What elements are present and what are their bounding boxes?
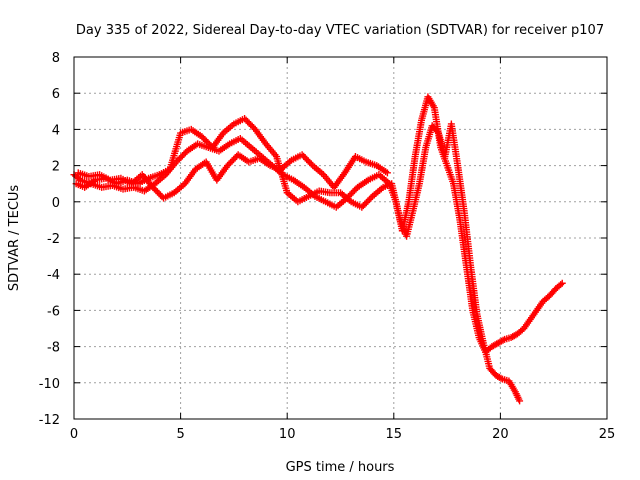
data-point: [361, 200, 369, 208]
data-point: [300, 152, 308, 160]
data-point: [364, 197, 372, 205]
data-point: [351, 186, 359, 194]
y-tick-label: 2: [52, 160, 60, 175]
data-point: [225, 160, 233, 168]
y-tick-label: -12: [39, 413, 60, 428]
y-tick-label: -8: [47, 341, 60, 356]
y-tick-label: 0: [52, 196, 60, 211]
data-point: [224, 162, 232, 170]
data-point: [231, 154, 239, 162]
x-tick-label: 0: [70, 427, 78, 442]
data-point: [359, 202, 367, 210]
x-tick-label: 15: [386, 427, 403, 442]
data-point: [383, 169, 391, 177]
data-point: [244, 118, 252, 126]
data-point: [202, 137, 210, 145]
plot-border: [73, 56, 608, 420]
data-point: [358, 203, 366, 211]
series-track-3: [74, 151, 391, 202]
y-tick-label: -4: [47, 268, 60, 283]
data-point: [241, 115, 249, 123]
x-tick-label: 20: [492, 427, 509, 442]
y-axis-label: SDTVAR / TECUs: [7, 185, 22, 292]
data-point: [201, 136, 209, 144]
data-point: [349, 188, 357, 196]
y-tick-label: -6: [47, 304, 60, 319]
data-point: [247, 121, 255, 129]
data-point: [306, 158, 314, 166]
x-tick-label: 5: [176, 427, 184, 442]
data-point: [245, 119, 253, 127]
y-tick-label: -2: [47, 232, 60, 247]
data-point: [178, 152, 186, 160]
data-point: [153, 188, 161, 196]
data-point: [558, 279, 566, 287]
data-point: [557, 281, 565, 289]
data-point: [298, 151, 306, 159]
y-tick-label: -10: [39, 377, 60, 392]
y-tick-label: 8: [52, 51, 60, 66]
data-point: [347, 190, 355, 198]
data-point: [230, 155, 238, 163]
data-point: [150, 185, 158, 193]
data-point: [497, 374, 505, 382]
data-point: [367, 194, 375, 202]
x-tick-label: 25: [599, 427, 616, 442]
data-point: [242, 116, 250, 124]
data-point: [516, 397, 524, 405]
data-point: [152, 186, 160, 194]
data-point: [248, 122, 256, 130]
data-point: [156, 191, 164, 199]
data-point: [365, 195, 373, 203]
data-point: [175, 155, 183, 163]
data-point: [304, 157, 312, 165]
y-tick-label: 4: [52, 123, 60, 138]
series-track-2: [72, 115, 524, 405]
data-point: [362, 199, 370, 207]
data-point: [204, 139, 212, 147]
data-point: [227, 158, 235, 166]
data-points: [70, 93, 566, 405]
data-point: [155, 190, 163, 198]
data-point: [180, 150, 188, 158]
data-point: [198, 133, 206, 141]
data-point: [228, 157, 236, 165]
data-point: [177, 153, 185, 161]
data-point: [149, 183, 157, 191]
data-point: [303, 155, 311, 163]
data-point: [199, 134, 207, 142]
data-point: [301, 154, 309, 162]
data-point: [499, 336, 507, 344]
x-axis-label: GPS time / hours: [286, 460, 395, 475]
data-point: [307, 160, 315, 168]
x-tick-label: 10: [279, 427, 296, 442]
chart-title: Day 335 of 2022, Sidereal Day-to-day VTE…: [76, 23, 604, 38]
data-point: [75, 175, 83, 183]
data-point: [433, 128, 441, 136]
y-tick-label: 6: [52, 87, 60, 102]
